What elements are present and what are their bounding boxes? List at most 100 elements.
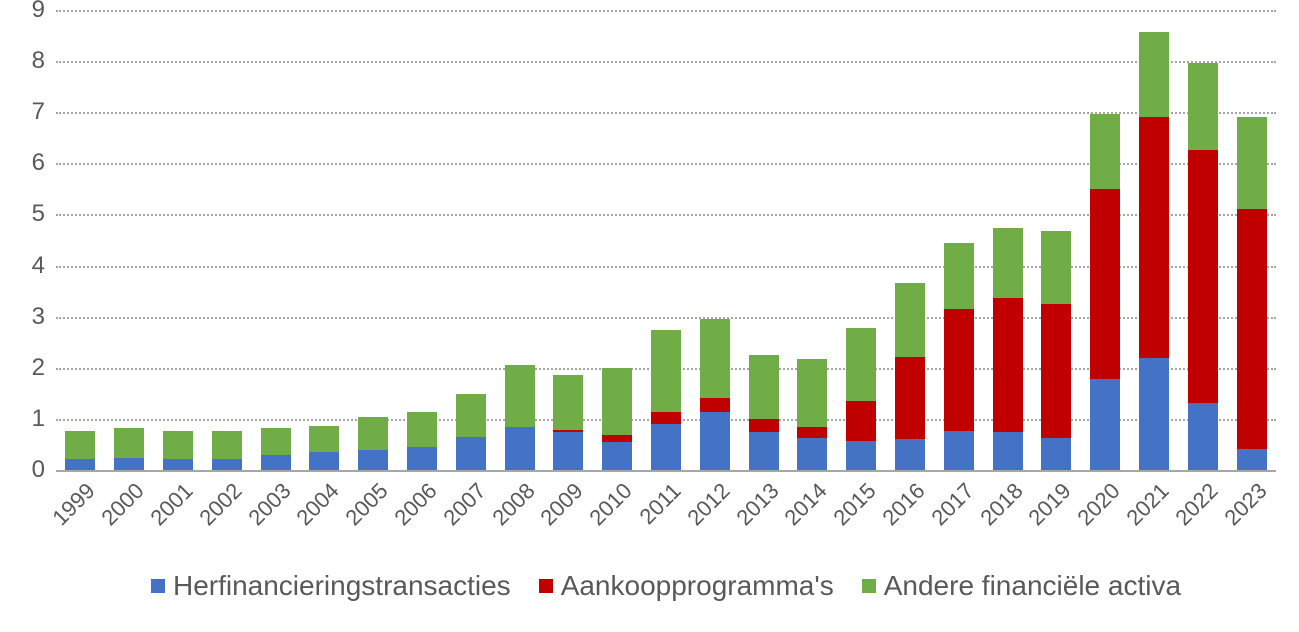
bar-segment-andere — [212, 431, 242, 459]
bar-segment-herfinancieringstransacties — [651, 424, 681, 470]
bar-segment-aankoopprogrammas — [1237, 209, 1267, 449]
bar-group — [407, 412, 437, 470]
bar-segment-andere — [163, 431, 193, 460]
bar-segment-aankoopprogrammas — [846, 401, 876, 442]
y-tick-label: 8 — [32, 47, 45, 75]
bar-segment-herfinancieringstransacties — [65, 459, 95, 470]
bar-group — [651, 330, 681, 470]
x-tick-label: 2014 — [780, 478, 833, 531]
bar-segment-herfinancieringstransacties — [944, 431, 974, 470]
y-tick-label: 9 — [32, 0, 45, 24]
bar-segment-andere — [1237, 117, 1267, 209]
legend-label: Andere financiële activa — [884, 570, 1181, 602]
bar-group — [261, 428, 291, 470]
bar-segment-andere — [553, 375, 583, 430]
bar-group — [700, 319, 730, 470]
x-tick-label: 2007 — [438, 478, 491, 531]
bar-segment-andere — [65, 431, 95, 459]
bar-group — [163, 431, 193, 470]
bar-segment-andere — [895, 283, 925, 356]
bar-segment-aankoopprogrammas — [1139, 117, 1169, 358]
bar-group — [212, 431, 242, 470]
legend-item-andere: Andere financiële activa — [862, 570, 1181, 602]
legend-swatch-icon — [539, 579, 553, 593]
x-tick-label: 2016 — [877, 478, 930, 531]
bar-segment-herfinancieringstransacties — [1041, 438, 1071, 470]
bar-segment-andere — [1041, 231, 1071, 304]
bar-segment-herfinancieringstransacties — [358, 450, 388, 470]
y-tick-label: 0 — [32, 456, 45, 484]
x-tick-label: 2001 — [145, 478, 198, 531]
bar-segment-aankoopprogrammas — [749, 419, 779, 431]
x-tick-label: 2000 — [97, 478, 150, 531]
y-tick-label: 5 — [32, 200, 45, 228]
bar-segment-herfinancieringstransacties — [163, 459, 193, 470]
bar-segment-aankoopprogrammas — [993, 298, 1023, 432]
legend-item-herfinancieringstransacties: Herfinancieringstransacties — [151, 570, 511, 602]
bar-segment-andere — [309, 426, 339, 453]
x-tick-label: 2006 — [389, 478, 442, 531]
bars-layer — [56, 10, 1276, 470]
bar-segment-andere — [651, 330, 681, 412]
bar-segment-herfinancieringstransacties — [1237, 449, 1267, 470]
x-tick-label: 2005 — [341, 478, 394, 531]
bar-segment-andere — [456, 394, 486, 437]
bar-group — [1139, 32, 1169, 470]
bar-group — [846, 328, 876, 470]
bar-segment-herfinancieringstransacties — [553, 432, 583, 470]
bar-group — [114, 428, 144, 470]
bar-segment-aankoopprogrammas — [797, 427, 827, 438]
bar-group — [1188, 63, 1218, 470]
bar-segment-herfinancieringstransacties — [1139, 358, 1169, 470]
x-tick-label: 1999 — [48, 478, 101, 531]
bar-group — [309, 426, 339, 470]
bar-segment-aankoopprogrammas — [1041, 304, 1071, 438]
chart-container: 0123456789 19992000200120022003200420052… — [0, 0, 1299, 632]
legend-label: Aankoopprogramma's — [561, 570, 834, 602]
x-tick-label: 2018 — [975, 478, 1028, 531]
bar-segment-herfinancieringstransacties — [895, 439, 925, 470]
bar-segment-herfinancieringstransacties — [700, 412, 730, 470]
x-tick-label: 2003 — [243, 478, 296, 531]
bar-segment-aankoopprogrammas — [602, 435, 632, 442]
bar-segment-andere — [358, 417, 388, 449]
y-tick-label: 1 — [32, 405, 45, 433]
x-tick-label: 2017 — [926, 478, 979, 531]
axis-baseline — [56, 470, 1276, 472]
x-tick-label: 2023 — [1219, 478, 1272, 531]
bar-group — [797, 359, 827, 470]
legend: Herfinancieringstransacties Aankoopprogr… — [56, 570, 1276, 602]
bar-segment-andere — [700, 319, 730, 398]
x-tick-label: 2012 — [682, 478, 735, 531]
bar-group — [358, 417, 388, 470]
bar-group — [944, 243, 974, 470]
bar-segment-herfinancieringstransacties — [407, 447, 437, 470]
legend-swatch-icon — [862, 579, 876, 593]
x-tick-label: 2009 — [536, 478, 589, 531]
bar-segment-aankoopprogrammas — [944, 309, 974, 431]
legend-item-aankoopprogrammas: Aankoopprogramma's — [539, 570, 834, 602]
bar-group — [1041, 231, 1071, 470]
x-tick-label: 2022 — [1170, 478, 1223, 531]
x-tick-label: 2004 — [292, 478, 345, 531]
bar-segment-aankoopprogrammas — [651, 412, 681, 424]
bar-segment-herfinancieringstransacties — [1090, 379, 1120, 470]
bar-segment-andere — [1139, 32, 1169, 117]
legend-swatch-icon — [151, 579, 165, 593]
y-tick-label: 3 — [32, 303, 45, 331]
bar-group — [602, 368, 632, 470]
bar-segment-herfinancieringstransacties — [797, 438, 827, 470]
y-tick-label: 4 — [32, 252, 45, 280]
bar-segment-herfinancieringstransacties — [309, 452, 339, 470]
bar-segment-andere — [749, 355, 779, 420]
x-tick-label: 2019 — [1024, 478, 1077, 531]
bar-segment-aankoopprogrammas — [1090, 189, 1120, 378]
y-tick-label: 2 — [32, 354, 45, 382]
bar-group — [749, 355, 779, 471]
x-tick-label: 2008 — [487, 478, 540, 531]
bar-segment-andere — [797, 359, 827, 427]
x-tick-label: 2015 — [829, 478, 882, 531]
bar-segment-andere — [846, 328, 876, 400]
bar-segment-andere — [261, 428, 291, 455]
bar-segment-herfinancieringstransacties — [114, 458, 144, 470]
